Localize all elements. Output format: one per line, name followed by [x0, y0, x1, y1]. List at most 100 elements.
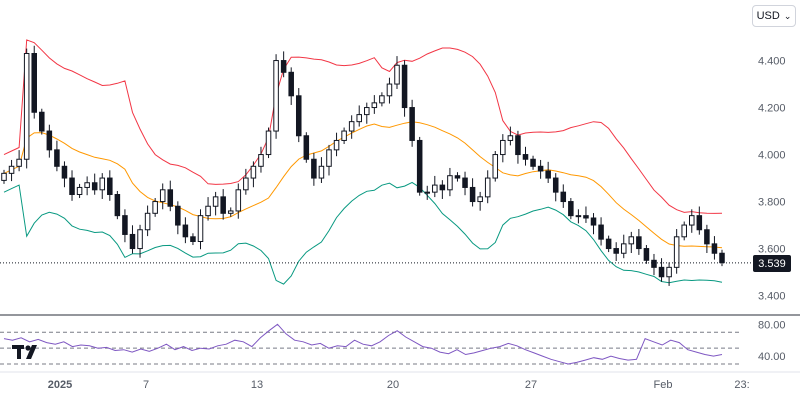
candle[interactable]: [507, 126, 514, 146]
candle[interactable]: [39, 108, 45, 135]
candle[interactable]: [666, 262, 672, 286]
rsi-pane[interactable]: [0, 323, 742, 365]
candle[interactable]: [371, 95, 378, 114]
candle[interactable]: [220, 189, 226, 220]
candle[interactable]: [23, 48, 30, 169]
candle[interactable]: [84, 176, 90, 196]
candle[interactable]: [575, 209, 582, 224]
candle[interactable]: [333, 132, 340, 157]
candle[interactable]: [91, 173, 98, 195]
candle[interactable]: [273, 54, 279, 139]
candle[interactable]: [484, 170, 491, 204]
candle[interactable]: [152, 198, 158, 217]
candle[interactable]: [643, 245, 650, 264]
candle[interactable]: [54, 140, 60, 172]
candle[interactable]: [613, 242, 619, 262]
candle[interactable]: [107, 170, 113, 201]
candle[interactable]: [175, 201, 181, 235]
candle[interactable]: [61, 161, 68, 188]
candle[interactable]: [311, 152, 317, 186]
candle[interactable]: [673, 229, 680, 274]
candle[interactable]: [258, 146, 264, 173]
candle[interactable]: [568, 198, 574, 220]
candle[interactable]: [439, 180, 446, 199]
candle[interactable]: [537, 159, 544, 179]
candle[interactable]: [545, 161, 551, 183]
candle[interactable]: [76, 183, 83, 199]
candle[interactable]: [167, 180, 174, 212]
candle[interactable]: [469, 178, 476, 207]
candle[interactable]: [658, 258, 665, 282]
candle[interactable]: [295, 88, 302, 143]
candle[interactable]: [386, 77, 393, 104]
candle[interactable]: [129, 225, 136, 254]
candle[interactable]: [265, 127, 272, 159]
candle[interactable]: [99, 173, 106, 199]
currency-selector[interactable]: USD ⌄: [752, 5, 796, 27]
candle[interactable]: [303, 132, 310, 163]
candle[interactable]: [122, 209, 128, 243]
candle[interactable]: [447, 167, 453, 197]
candle[interactable]: [356, 105, 362, 127]
candle[interactable]: [114, 190, 121, 220]
candle[interactable]: [280, 51, 287, 78]
candle[interactable]: [212, 191, 219, 216]
candle[interactable]: [69, 170, 75, 201]
candle[interactable]: [500, 134, 506, 163]
candle[interactable]: [590, 213, 597, 235]
candle[interactable]: [636, 229, 642, 255]
candle[interactable]: [46, 124, 53, 158]
candle[interactable]: [605, 235, 612, 253]
candle[interactable]: [711, 236, 718, 260]
candle[interactable]: [416, 136, 423, 196]
candle[interactable]: [689, 209, 695, 233]
candle[interactable]: [719, 249, 725, 267]
candle[interactable]: [515, 130, 521, 164]
candlestick-pane[interactable]: [0, 39, 752, 286]
candle[interactable]: [190, 233, 196, 246]
candle[interactable]: [318, 157, 325, 183]
candle[interactable]: [424, 185, 431, 200]
candle[interactable]: [598, 217, 604, 246]
candle[interactable]: [492, 151, 499, 182]
candle[interactable]: [394, 56, 400, 89]
candle[interactable]: [552, 173, 559, 202]
candle[interactable]: [16, 150, 22, 172]
candle[interactable]: [243, 168, 249, 195]
candle[interactable]: [379, 92, 385, 107]
candle[interactable]: [137, 224, 143, 258]
candle[interactable]: [197, 209, 204, 250]
candle[interactable]: [454, 172, 461, 182]
candle[interactable]: [401, 60, 408, 117]
candle[interactable]: [628, 231, 635, 254]
candle[interactable]: [651, 253, 657, 276]
candle[interactable]: [432, 175, 438, 198]
candle[interactable]: [227, 207, 234, 217]
candle[interactable]: [235, 183, 242, 219]
candle[interactable]: [364, 102, 370, 124]
candle[interactable]: [205, 197, 211, 221]
candle[interactable]: [583, 206, 589, 223]
candle[interactable]: [620, 234, 627, 259]
candle[interactable]: [704, 224, 710, 254]
candle[interactable]: [409, 99, 415, 147]
candle[interactable]: [182, 217, 189, 244]
candle[interactable]: [288, 67, 294, 105]
candle[interactable]: [326, 144, 332, 176]
candle[interactable]: [159, 183, 166, 210]
candle[interactable]: [348, 115, 355, 139]
candle[interactable]: [341, 127, 347, 144]
candle[interactable]: [8, 159, 15, 182]
candle[interactable]: [681, 221, 687, 241]
candle[interactable]: [696, 206, 703, 235]
candle[interactable]: [560, 184, 567, 208]
candle[interactable]: [477, 191, 483, 211]
candle[interactable]: [250, 161, 257, 188]
candle[interactable]: [530, 155, 536, 170]
candle[interactable]: [31, 45, 37, 119]
candle[interactable]: [144, 205, 151, 237]
candle[interactable]: [522, 146, 529, 166]
candle[interactable]: [462, 171, 468, 196]
candle[interactable]: [1, 169, 7, 184]
